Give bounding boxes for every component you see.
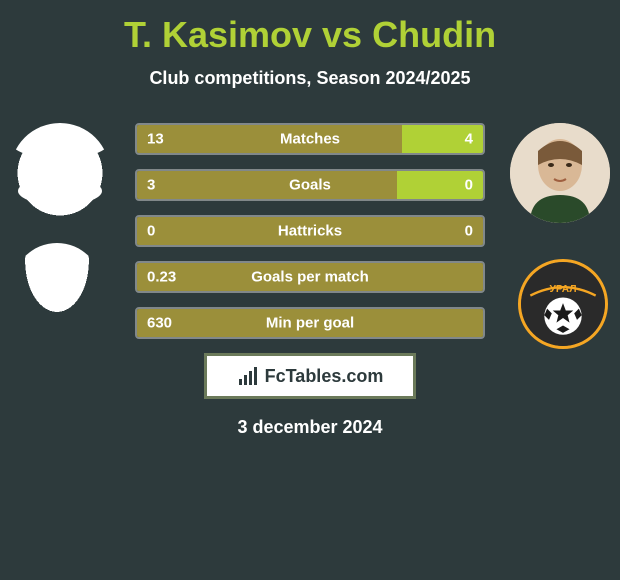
stat-label: Goals xyxy=(289,177,331,194)
stat-left-value: 0.23 xyxy=(147,269,176,286)
player1-avatar xyxy=(10,123,110,223)
bar-left xyxy=(137,171,397,199)
stat-left-value: 0 xyxy=(147,223,155,240)
comparison-card: T. Kasimov vs Chudin Club competitions, … xyxy=(0,0,620,448)
chart-icon xyxy=(237,365,259,387)
stat-right-value: 0 xyxy=(465,177,473,194)
stat-label: Min per goal xyxy=(266,315,354,332)
vs-text: vs xyxy=(322,14,362,55)
player1-club-logo xyxy=(12,243,102,333)
stats-bars: 13 Matches 4 3 Goals 0 0 Hattricks 0 xyxy=(135,123,485,339)
stat-label: Hattricks xyxy=(278,223,342,240)
bar-left xyxy=(137,125,402,153)
stat-row: 13 Matches 4 xyxy=(135,123,485,155)
player2-avatar xyxy=(510,123,610,223)
stat-left-value: 3 xyxy=(147,177,155,194)
subtitle: Club competitions, Season 2024/2025 xyxy=(0,68,620,89)
stat-right-value: 0 xyxy=(465,223,473,240)
stat-row: 3 Goals 0 xyxy=(135,169,485,201)
brand-text: FcTables.com xyxy=(265,366,384,387)
svg-text:УРАЛ: УРАЛ xyxy=(549,284,576,295)
stat-left-value: 13 xyxy=(147,131,164,148)
player2-name: Chudin xyxy=(372,14,496,55)
page-title: T. Kasimov vs Chudin xyxy=(0,14,620,56)
stats-area: УРАЛ 13 Matches 4 3 Goals 0 xyxy=(0,123,620,438)
stat-row: 0 Hattricks 0 xyxy=(135,215,485,247)
player1-name: T. Kasimov xyxy=(124,14,312,55)
footer-date: 3 december 2024 xyxy=(0,417,620,438)
stat-row: 630 Min per goal xyxy=(135,307,485,339)
stat-left-value: 630 xyxy=(147,315,172,332)
stat-right-value: 4 xyxy=(465,131,473,148)
stat-label: Matches xyxy=(280,131,340,148)
stat-row: 0.23 Goals per match xyxy=(135,261,485,293)
stat-label: Goals per match xyxy=(251,269,369,286)
player2-club-logo: УРАЛ xyxy=(518,259,608,349)
brand-badge: FcTables.com xyxy=(204,353,416,399)
